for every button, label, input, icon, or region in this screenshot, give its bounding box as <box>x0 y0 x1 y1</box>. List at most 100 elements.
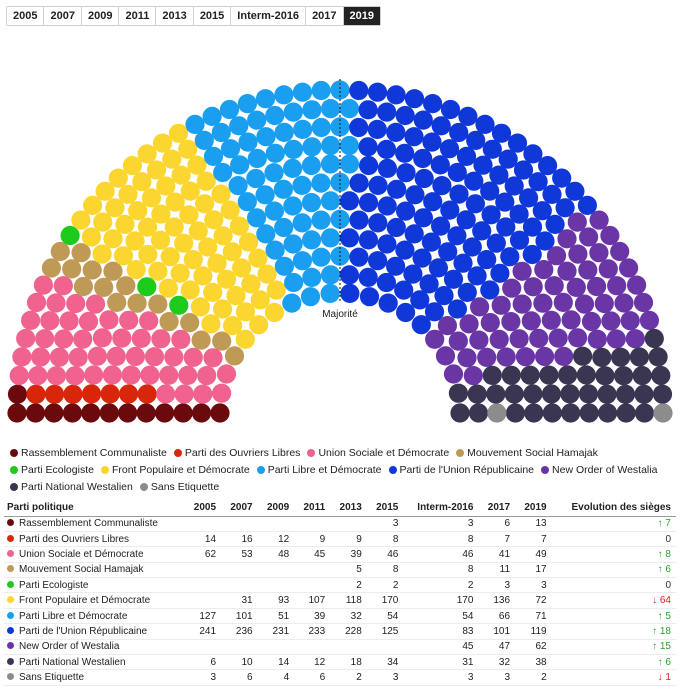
seat-parti-libre-et-democrate <box>321 135 341 156</box>
year-tab-2019[interactable]: 2019 <box>343 7 381 25</box>
seat-parti-de-l-union-republicaine <box>491 123 512 143</box>
seat-parti-de-l-union-republicaine <box>413 110 433 130</box>
seat-count-cell: 53 <box>221 546 258 563</box>
seat-union-sociale-et-democrate <box>112 328 132 348</box>
evolution-cell: ↑ 6 <box>551 562 676 579</box>
seat-parti-de-l-union-republicaine <box>458 106 478 126</box>
seat-union-sociale-et-democrate <box>193 384 213 404</box>
seat-count-cell <box>294 562 331 579</box>
party-cell: New Order of Westalia <box>4 639 185 656</box>
seat-count-cell: 127 <box>184 608 222 625</box>
year-tab-2007[interactable]: 2007 <box>44 7 82 25</box>
seat-parti-des-ouvriers-libres <box>44 384 65 404</box>
seat-parti-libre-et-democrate <box>274 217 294 238</box>
seat-parti-de-l-union-republicaine <box>438 242 458 262</box>
seat-parti-national-westalien <box>505 403 525 423</box>
seat-count-cell: 119 <box>515 623 552 640</box>
seat-parti-de-l-union-republicaine <box>439 139 460 159</box>
seat-parti-de-l-union-republicaine <box>509 204 529 224</box>
seat-new-order-of-westalia <box>425 329 445 349</box>
seat-parti-libre-et-democrate <box>283 234 303 254</box>
seat-parti-libre-et-democrate <box>320 283 340 303</box>
year-tab-2011[interactable]: 2011 <box>119 7 157 25</box>
seat-parti-de-l-union-republicaine <box>412 248 432 268</box>
seat-mouvement-social-hamajak <box>116 276 136 296</box>
seat-union-sociale-et-democrate <box>28 366 48 386</box>
seat-union-sociale-et-democrate <box>106 346 126 366</box>
party-cell: Mouvement Social Hamajak <box>4 562 185 579</box>
seat-parti-de-l-union-republicaine <box>489 165 509 185</box>
seat-parti-national-westalien <box>468 403 489 423</box>
seat-new-order-of-westalia <box>512 261 532 281</box>
year-tab-2017[interactable]: 2017 <box>306 7 344 25</box>
year-tab-2005[interactable]: 2005 <box>7 7 45 25</box>
seat-new-order-of-westalia <box>619 258 639 278</box>
seat-count-cell: 228 <box>330 623 367 640</box>
party-color-dot <box>7 596 14 604</box>
year-tab-interm-2016[interactable]: Interm-2016 <box>231 7 307 25</box>
seat-union-sociale-et-democrate <box>119 310 139 330</box>
seat-front-populaire-et-democrate <box>137 144 157 164</box>
majority-label: Majorité <box>322 309 358 320</box>
seat-parti-libre-et-democrate <box>292 251 312 271</box>
seat-parti-libre-et-democrate <box>283 139 304 159</box>
seat-parti-de-l-union-republicaine <box>423 192 443 212</box>
seat-new-order-of-westalia <box>594 293 614 314</box>
seat-parti-de-l-union-republicaine <box>431 116 451 136</box>
seat-front-populaire-et-democrate <box>207 253 227 273</box>
seat-parti-national-westalien <box>520 365 540 385</box>
seat-count-cell: 9 <box>330 531 367 548</box>
seat-parti-libre-et-democrate <box>237 192 257 212</box>
seat-parti-de-l-union-republicaine <box>477 250 497 270</box>
seat-parti-de-l-union-republicaine <box>376 139 397 159</box>
seat-front-populaire-et-democrate <box>170 263 190 283</box>
seat-new-order-of-westalia <box>459 314 479 334</box>
seat-front-populaire-et-democrate <box>222 242 242 262</box>
seat-parti-libre-et-democrate <box>283 102 303 122</box>
seat-new-order-of-westalia <box>470 297 490 317</box>
seat-count-cell: 41 <box>478 546 516 563</box>
seat-union-sociale-et-democrate <box>73 329 93 349</box>
seat-count-cell: 3 <box>366 669 404 686</box>
seat-count-cell: 46 <box>366 546 404 563</box>
legend-swatch <box>139 482 148 491</box>
legend-label: Mouvement Social Hamajak <box>467 446 598 459</box>
seat-parti-libre-et-democrate <box>238 132 258 152</box>
seat-parti-libre-et-democrate <box>302 100 322 120</box>
party-name: New Order of Westalia <box>19 641 120 653</box>
seat-new-order-of-westalia <box>541 310 561 330</box>
seat-parti-libre-et-democrate <box>274 85 294 105</box>
party-name: Union Sociale et Démocrate <box>19 548 144 560</box>
seat-count-cell: 125 <box>366 623 404 640</box>
seat-count-cell: 9 <box>294 531 331 548</box>
year-tab-2009[interactable]: 2009 <box>81 7 120 25</box>
seat-front-populaire-et-democrate <box>152 133 173 153</box>
seat-front-populaire-et-democrate <box>115 214 135 234</box>
seat-count-cell: 54 <box>366 608 404 625</box>
party-color-dot <box>7 642 14 650</box>
year-tab-2015[interactable]: 2015 <box>193 7 232 25</box>
party-color-dot <box>7 580 14 588</box>
seat-new-order-of-westalia <box>529 328 549 348</box>
seat-parti-libre-et-democrate <box>330 117 350 137</box>
seat-parti-libre-et-democrate <box>228 176 248 196</box>
seat-front-populaire-et-democrate <box>125 231 145 251</box>
seat-new-order-of-westalia <box>515 347 536 367</box>
results-table: Parti politique 2005 2007 2009 2011 2013 2015 I… <box>4 500 676 686</box>
year-tab-2013[interactable]: 2013 <box>156 7 194 25</box>
seat-new-order-of-westalia <box>469 330 489 350</box>
seat-count-cell: 93 <box>257 592 295 609</box>
seat-parti-de-l-union-republicaine <box>507 133 528 153</box>
seat-count-cell <box>221 562 258 579</box>
seat-parti-de-l-union-republicaine <box>528 172 548 192</box>
seat-new-order-of-westalia <box>548 328 568 348</box>
seat-parti-de-l-union-republicaine <box>358 100 378 120</box>
seat-parti-libre-et-democrate <box>255 185 275 205</box>
seat-union-sociale-et-democrate <box>164 347 184 367</box>
seat-count-cell: 66 <box>478 608 516 625</box>
table-row: Parti Ecologiste 2 2 2 3 3 0 <box>4 577 676 594</box>
seat-front-populaire-et-democrate <box>248 248 268 268</box>
seat-parti-libre-et-democrate <box>320 228 341 248</box>
seat-front-populaire-et-democrate <box>162 149 182 169</box>
seat-new-order-of-westalia <box>567 212 587 232</box>
